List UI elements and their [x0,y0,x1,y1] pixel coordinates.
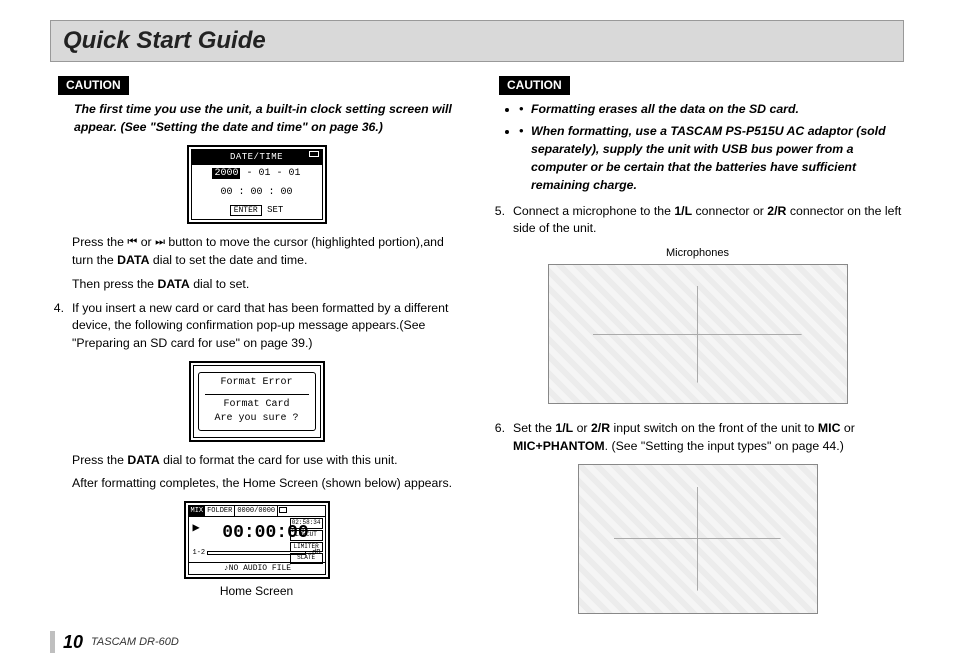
front-panel-diagram [578,464,818,614]
page-title: Quick Start Guide [63,27,891,55]
skip-back-icon: ⏮ [127,236,137,248]
home-bottom: ♪NO AUDIO FILE [189,562,325,575]
lcd-time-line: 00 : 00 : 00 [192,184,322,203]
figure-microphone-connection: Microphones [491,246,904,410]
step-5-number: 5. [491,203,513,239]
content-columns: CAUTION The first time you use the unit,… [50,76,904,629]
skip-fwd-icon: ⏭ [155,236,165,248]
product-model: TASCAM DR-60D [91,636,179,648]
press-cursor-instruction: Press the ⏮ or ⏭ button to move the curs… [72,234,463,270]
page-footer: 10 TASCAM DR-60D [50,631,179,653]
figure-home-screen: MIX FOLDER 0000/0000 ▶ 00:00:00 02:58:34… [50,501,463,600]
step-6-body: Set the 1/L or 2/R input switch on the f… [513,420,904,456]
press-format-instruction: Press the DATA dial to format the card f… [72,452,463,470]
caution-label-right: CAUTION [499,76,570,95]
format-error-box: Format Error Format Card Are you sure ? [198,372,316,431]
home-screen-caption: Home Screen [50,583,463,600]
bullet-2: When formatting, use a TASCAM PS-P515U A… [519,123,904,194]
figure-datetime-lcd: DATE/TIME 2000 - 01 - 01 00 : 00 : 00 EN… [50,145,463,224]
after-format-text: After formatting completes, the Home Scr… [72,475,463,493]
then-press-instruction: Then press the DATA dial to set. [72,276,463,294]
left-column: CAUTION The first time you use the unit,… [50,76,463,629]
step-4-number: 4. [50,300,72,353]
footer-accent-bar [50,631,55,653]
lcd-footer: ENTER SET [192,202,322,219]
home-screen-lcd: MIX FOLDER 0000/0000 ▶ 00:00:00 02:58:34… [188,505,326,575]
step-5: 5. Connect a microphone to the 1/L conne… [491,203,904,239]
lcd-date-line: 2000 - 01 - 01 [192,165,322,184]
lcd-box: DATE/TIME 2000 - 01 - 01 00 : 00 : 00 EN… [187,145,327,224]
title-bar: Quick Start Guide [50,20,904,62]
page-number: 10 [63,632,83,653]
caution-label-left: CAUTION [58,76,129,95]
figure-front-panel [491,464,904,620]
battery-icon [309,151,319,157]
battery-icon [279,507,287,513]
caution-text-left: The first time you use the unit, a built… [74,101,459,137]
figure-format-error: Format Error Format Card Are you sure ? [50,361,463,442]
step-5-body: Connect a microphone to the 1/L connecto… [513,203,904,239]
step-4: 4. If you insert a new card or card that… [50,300,463,353]
microphone-diagram [548,264,848,404]
home-meters: 1-2-dB [193,548,321,559]
step-6: 6. Set the 1/L or 2/R input switch on th… [491,420,904,456]
manual-page: Quick Start Guide CAUTION The first time… [0,0,954,629]
step-6-number: 6. [491,420,513,456]
right-column: CAUTION Formatting erases all the data o… [491,76,904,629]
lcd-header: DATE/TIME [192,150,322,165]
play-icon: ▶ [193,520,200,537]
caution-bullets: Formatting erases all the data on the SD… [519,101,904,194]
step-4-body: If you insert a new card or card that ha… [72,300,463,353]
microphones-label: Microphones [491,246,904,262]
bullet-1: Formatting erases all the data on the SD… [519,101,904,119]
